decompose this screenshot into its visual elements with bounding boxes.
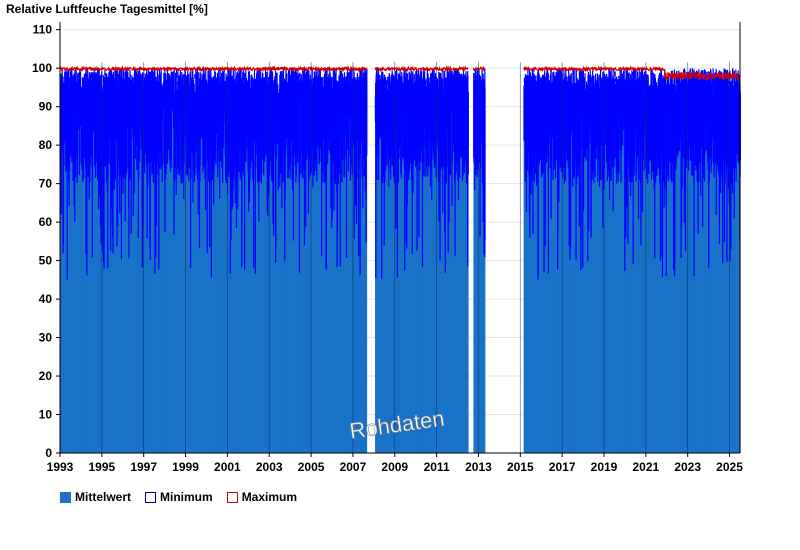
mean-bar [468,91,469,454]
minimum-series [59,68,741,280]
chart-title: Relative Luftfeuche Tagesmittel [%] [6,2,208,16]
mean-bar [484,88,486,453]
mean-bar [366,68,368,454]
